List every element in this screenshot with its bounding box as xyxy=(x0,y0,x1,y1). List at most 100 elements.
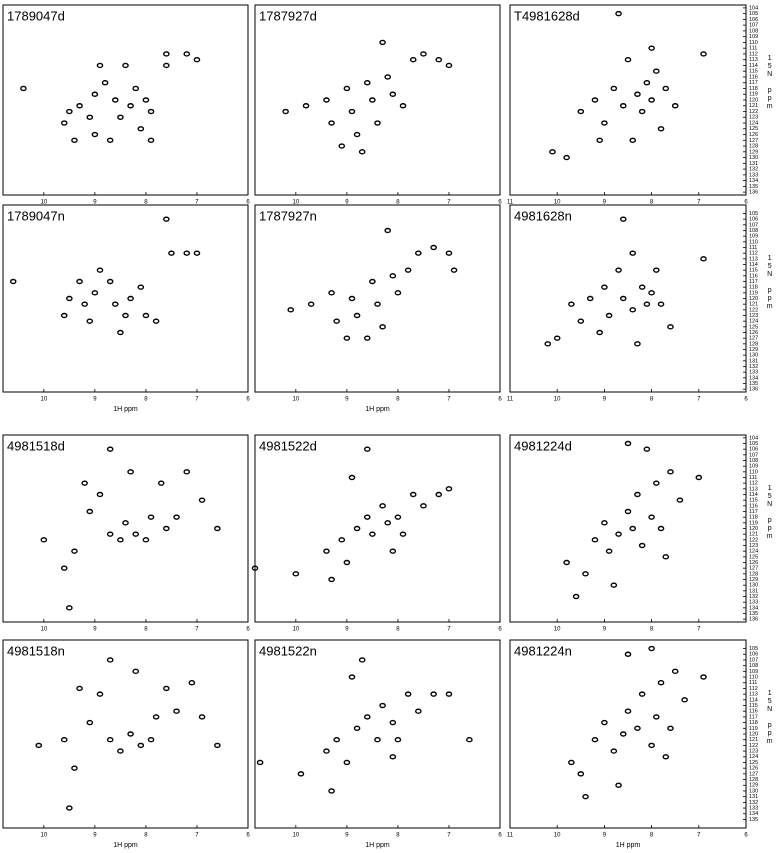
x-tick-label: 8 xyxy=(396,833,400,839)
peak xyxy=(648,742,655,749)
peak xyxy=(394,514,402,520)
peak xyxy=(629,250,637,256)
peak xyxy=(91,131,99,138)
x-tick-label: 8 xyxy=(144,200,148,206)
peak xyxy=(251,565,259,571)
peak xyxy=(127,731,134,737)
peak xyxy=(384,74,392,80)
peak xyxy=(198,497,206,503)
y-tick-label: 123 xyxy=(749,749,758,755)
y-tick-label: 129 xyxy=(749,149,758,155)
peak xyxy=(389,273,397,279)
x-axis-label: 1H ppm xyxy=(365,406,390,413)
peak xyxy=(624,708,632,714)
peak xyxy=(132,668,140,675)
peak xyxy=(127,103,134,109)
y-tick-label: 124 xyxy=(749,319,758,325)
peak xyxy=(667,469,674,475)
peak xyxy=(132,531,140,537)
peak xyxy=(76,278,83,285)
panel-frame xyxy=(254,204,501,393)
peak xyxy=(676,497,684,503)
x-tick-label: 10 xyxy=(40,833,47,839)
peak xyxy=(81,301,88,307)
peak xyxy=(106,657,114,663)
peak xyxy=(591,537,599,543)
peak xyxy=(634,491,641,498)
peak xyxy=(671,668,679,675)
peak xyxy=(420,51,427,57)
y-tick-label: 113 xyxy=(749,57,758,63)
y-axis-label: 15N ppm xyxy=(766,255,773,311)
peak xyxy=(601,284,608,290)
y-tick-label: 120 xyxy=(749,296,758,302)
y-tick-label: 136 xyxy=(749,190,758,196)
peak xyxy=(634,341,641,347)
peak xyxy=(435,491,443,498)
peak xyxy=(415,250,422,256)
x-tick-label: 9 xyxy=(93,833,97,839)
y-tick-label: 120 xyxy=(749,526,758,532)
y-tick-label: 106 xyxy=(749,652,758,658)
peak xyxy=(163,216,170,222)
peak xyxy=(142,312,150,319)
peak xyxy=(122,62,129,69)
peak xyxy=(399,103,407,109)
y-tick-label: 131 xyxy=(749,794,758,800)
x-tick-label: 8 xyxy=(396,397,400,403)
peak xyxy=(302,103,310,109)
peak xyxy=(81,480,88,486)
y-axis-label: 15N ppm xyxy=(766,485,773,541)
x-tick-label: 7 xyxy=(447,200,451,206)
y-tick-label: 109 xyxy=(749,464,758,470)
peak xyxy=(106,278,114,285)
peak xyxy=(127,295,134,302)
peak xyxy=(445,486,453,492)
y-tick-label: 130 xyxy=(749,788,758,794)
x-axis-label: 1H ppm xyxy=(113,842,138,849)
y-tick-label: 108 xyxy=(749,228,758,234)
peak xyxy=(624,56,632,63)
x-tick-label: 9 xyxy=(603,397,607,403)
y-tick-label: 121 xyxy=(749,532,758,538)
peak xyxy=(384,520,392,526)
y-tick-label: 114 xyxy=(749,492,758,498)
x-tick-label: 7 xyxy=(447,397,451,403)
peak xyxy=(700,674,707,680)
peak xyxy=(643,80,651,86)
peak xyxy=(404,267,412,273)
x-tick-label: 7 xyxy=(697,627,701,633)
peak xyxy=(323,548,330,554)
x-tick-label: 9 xyxy=(345,200,349,206)
peak xyxy=(96,491,104,498)
y-tick-label: 119 xyxy=(749,290,758,296)
y-tick-label: 119 xyxy=(749,520,758,526)
panel-title: 4981224n xyxy=(514,643,572,658)
y-tick-label: 121 xyxy=(749,737,758,743)
peak xyxy=(615,531,622,537)
peak xyxy=(343,335,351,341)
peak xyxy=(163,62,170,69)
x-axis-label: 1H ppm xyxy=(113,406,138,413)
y-tick-label: 124 xyxy=(749,754,758,760)
peak xyxy=(619,216,627,222)
peak xyxy=(193,250,201,256)
y-tick-label: 122 xyxy=(749,109,758,115)
y-tick-label: 105 xyxy=(749,441,758,447)
y-tick-label: 112 xyxy=(749,51,758,57)
y-tick-label: 105 xyxy=(749,11,758,17)
peak xyxy=(287,307,295,313)
peak xyxy=(173,708,180,714)
y-tick-label: 118 xyxy=(749,285,758,291)
peak xyxy=(157,480,165,486)
peak xyxy=(624,508,632,515)
y-tick-label: 119 xyxy=(749,92,758,98)
peak xyxy=(106,531,114,537)
peak xyxy=(577,318,585,324)
peak xyxy=(132,85,140,92)
x-tick-label: 6 xyxy=(498,397,502,403)
peak xyxy=(601,120,608,126)
y-tick-label: 128 xyxy=(749,144,758,150)
y-tick-label: 111 xyxy=(749,46,757,52)
y-tick-label: 107 xyxy=(749,657,758,663)
